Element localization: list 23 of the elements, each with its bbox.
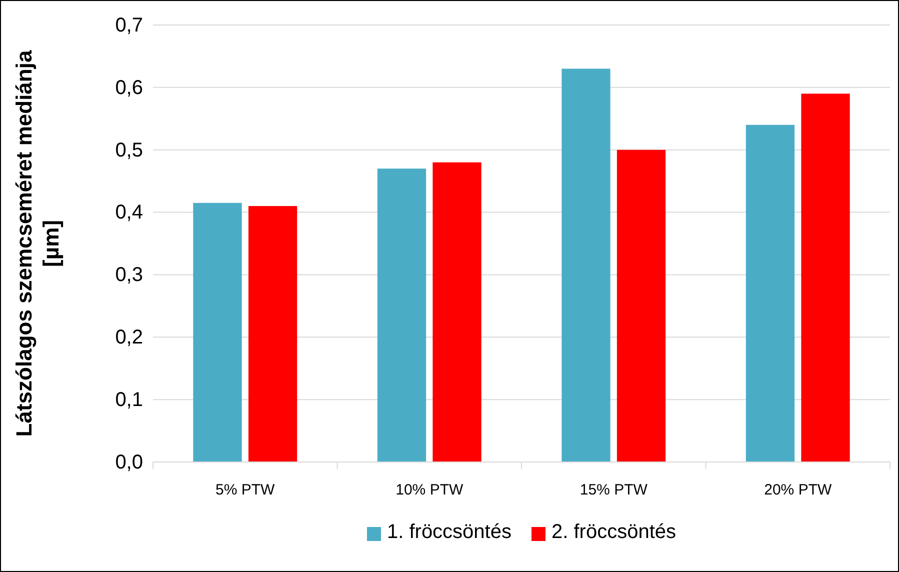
bar: [432, 162, 482, 462]
bar: [801, 94, 850, 462]
x-tick-label: 10% PTW: [396, 482, 464, 499]
legend-label: 2. fröccsöntés: [552, 521, 676, 543]
bar: [248, 206, 298, 462]
y-tick-label: 0,4: [115, 202, 143, 224]
bar: [616, 150, 666, 462]
y-tick-label: 0,6: [115, 76, 143, 99]
bar: [193, 202, 242, 462]
y-tick-label: 0,2: [115, 326, 143, 349]
y-tick-label: 0,7: [115, 14, 143, 36]
x-tick-label: 20% PTW: [764, 482, 832, 499]
bar: [562, 68, 610, 462]
y-tick-label: 0,5: [115, 139, 143, 162]
y-tick-label: 0,3: [115, 264, 143, 286]
y-tick-label: 0,1: [115, 388, 143, 411]
legend-label: 1. fröccsöntés: [386, 521, 512, 543]
bar: [377, 168, 426, 462]
x-tick-label: 15% PTW: [580, 482, 648, 499]
bar: [746, 124, 795, 462]
x-tick-label: 5% PTW: [216, 482, 276, 499]
y-axis-title: Látszólagos szemcseméret mediánja [µm]: [12, 50, 64, 437]
y-tick-label: 0,0: [115, 451, 143, 474]
